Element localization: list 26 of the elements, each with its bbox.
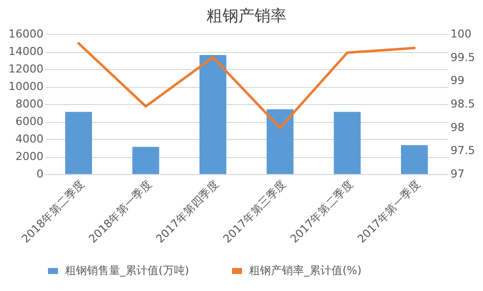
- bar: [132, 146, 160, 174]
- y-tick-label: 14000: [8, 45, 44, 58]
- y2-tick-label: 98.5: [450, 98, 475, 110]
- bar: [266, 109, 294, 174]
- y2-tick-label: 99: [450, 74, 464, 88]
- y-tick-label: 12000: [8, 62, 44, 76]
- y-tick-label: 8000: [16, 98, 44, 110]
- bar: [334, 112, 361, 174]
- bar: [199, 55, 226, 174]
- y-tick-label: 2000: [16, 150, 44, 163]
- y2-tick-label: 97: [450, 168, 464, 180]
- y-tick-label: 6000: [16, 115, 44, 128]
- y2-tick-label: 98: [450, 120, 464, 134]
- y-tick-label: 10000: [8, 80, 44, 93]
- y-tick-label: 16000: [8, 28, 44, 40]
- y-tick-label: 4000: [16, 132, 44, 146]
- y2-tick-label: 99.5: [450, 50, 475, 64]
- chart-title: 粗钢产销率: [206, 6, 286, 25]
- legend-label: 粗钢产销率_累计值(%): [249, 264, 362, 277]
- y2-tick-label: 100: [450, 28, 472, 40]
- bar: [65, 112, 92, 174]
- legend-label: 粗钢销售量_累计值(万吨): [65, 264, 190, 277]
- y-tick-label: 0: [36, 168, 44, 180]
- bar: [400, 145, 428, 174]
- y2-tick-label: 97.5: [450, 144, 475, 158]
- line-series: [77, 42, 416, 130]
